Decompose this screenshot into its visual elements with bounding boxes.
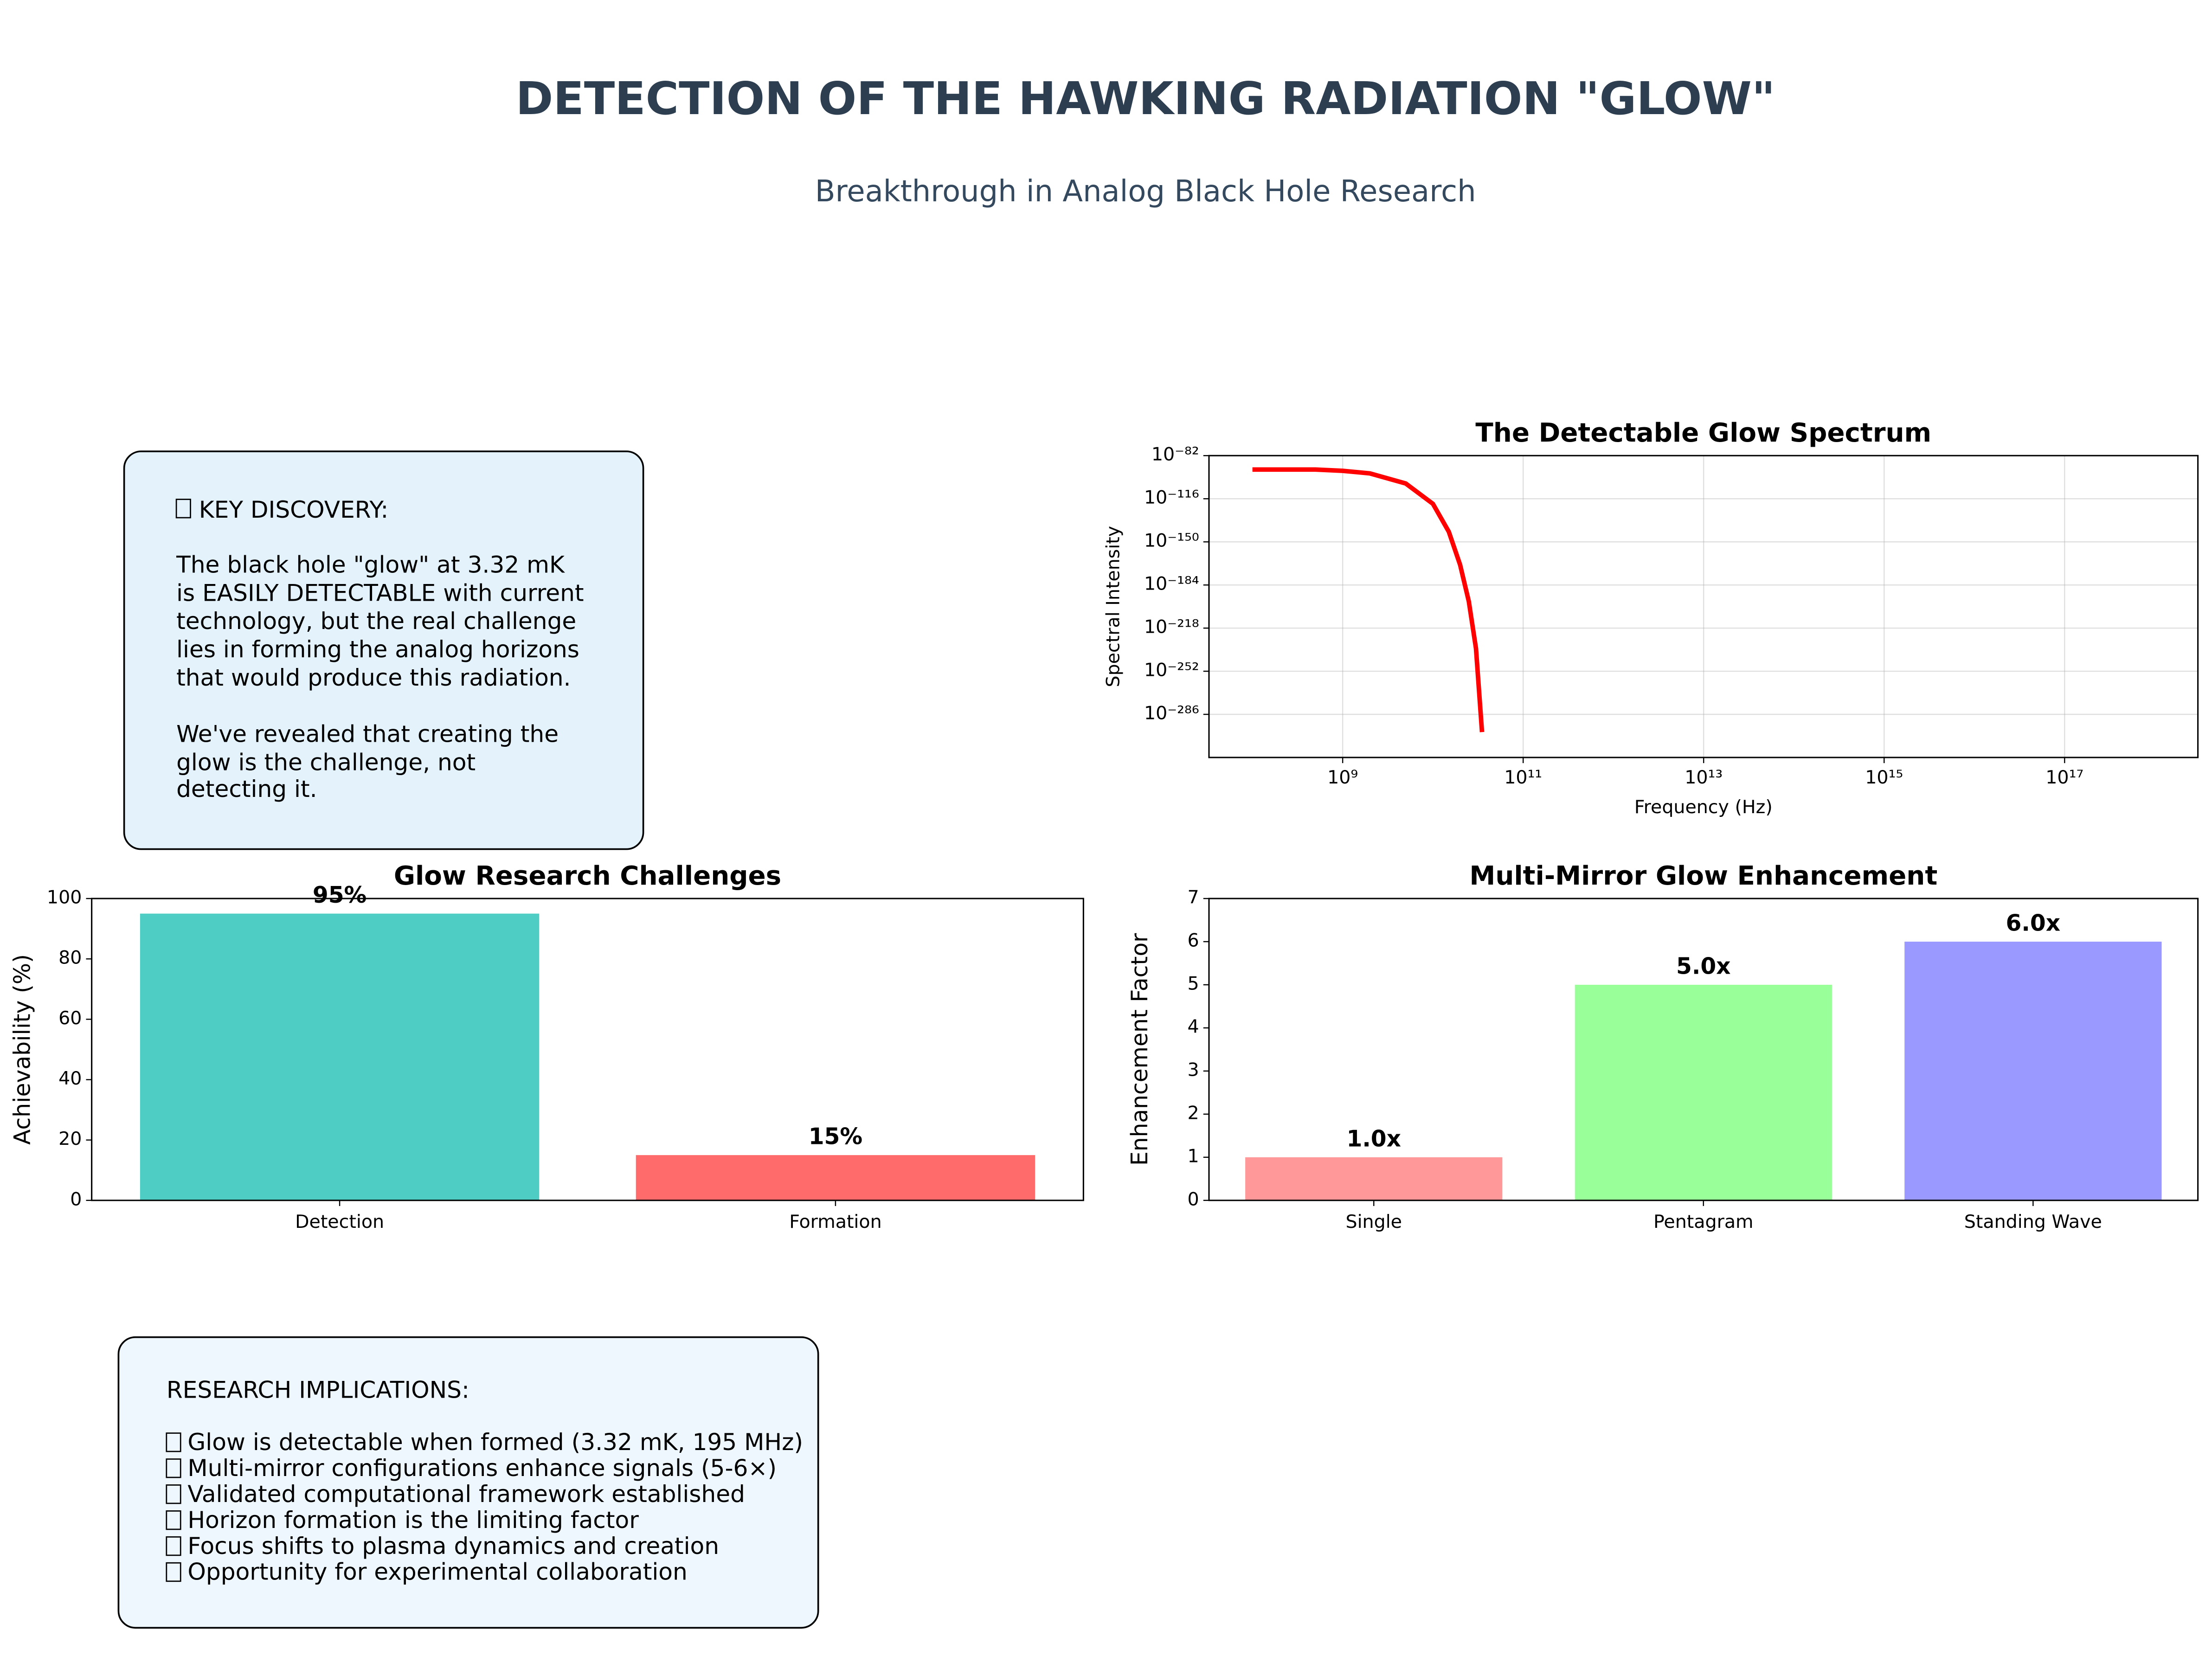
x-tick-label: 10¹⁷ (2045, 767, 2083, 788)
y-tick-label: 100 (47, 887, 82, 908)
bullet-icon (166, 1536, 181, 1556)
bullet-text: Horizon formation is the limiting factor (187, 1506, 639, 1534)
y-tick-label: 80 (58, 947, 82, 969)
y-tick-label: 2 (1188, 1102, 1199, 1123)
y-tick-label: 60 (58, 1008, 82, 1029)
y-tick-label: 10⁻²¹⁸ (1144, 616, 1199, 638)
page-title: DETECTION OF THE HAWKING RADIATION "GLOW… (516, 72, 1775, 125)
bar (140, 913, 540, 1200)
y-tick-label: 6 (1188, 930, 1199, 951)
bar (1904, 942, 2162, 1200)
box-line: We've revealed that creating the (176, 720, 559, 748)
y-tick-label: 0 (70, 1188, 82, 1210)
bullet-icon (166, 1458, 181, 1478)
bar (1245, 1157, 1503, 1200)
chart: Multi-Mirror Glow Enhancement 0 1 2 3 4 5 6 7 1.0… (1127, 861, 2199, 1232)
box-line: lies in forming the analog horizons (176, 635, 579, 663)
box-line: technology, but the real challenge (176, 607, 576, 635)
plot-frame (1208, 898, 2199, 1201)
box-frame (117, 1336, 819, 1629)
y-tick-label: 3 (1188, 1059, 1199, 1080)
x-tick-label: Detection (295, 1211, 384, 1232)
bullet-text: Glow is detectable when formed (3.32 mK,… (187, 1428, 803, 1456)
box-line: is EASILY DETECTABLE with current (176, 579, 584, 606)
chart: The Detectable Glow Spectrum 10⁻⁸² 10⁻¹¹⁶ 1… (1103, 418, 2199, 818)
bar (1575, 984, 1832, 1200)
box-line: The black hole "glow" at 3.32 mK (176, 551, 565, 578)
y-tick-label: 0 (1188, 1188, 1199, 1210)
y-tick-label: 4 (1188, 1016, 1199, 1037)
value-label: 5.0x (1676, 953, 1731, 979)
bullet-icon (166, 1510, 181, 1530)
plot-frame (1208, 455, 2199, 758)
icon (175, 499, 191, 519)
chart-title: Multi-Mirror Glow Enhancement (1469, 861, 1937, 891)
y-tick-label: 40 (58, 1068, 82, 1089)
value-label: 1.0x (1346, 1126, 1401, 1152)
key-box: KEY DISCOVERY: The black hole "glow" at … (123, 450, 644, 850)
x-tick-label: Single (1346, 1211, 1402, 1232)
y-tick-label: 10⁻²⁸⁶ (1144, 702, 1199, 724)
y-tick-label: 10⁻⁸² (1151, 444, 1199, 465)
box-line: that would produce this radiation. (176, 664, 571, 691)
box-line: KEY DISCOVERY: (199, 496, 389, 523)
box-frame (123, 450, 644, 850)
bullet-text: Opportunity for experimental collaborati… (187, 1558, 687, 1585)
bullet-text: Multi-mirror configurations enhance sign… (187, 1454, 777, 1482)
y-tick-label: 5 (1188, 973, 1199, 994)
page-subtitle: Breakthrough in Analog Black Hole Resear… (815, 174, 1476, 209)
x-tick-label: 10⁹ (1327, 767, 1358, 788)
x-axis-label: Frequency (Hz) (1634, 796, 1773, 818)
bullet-icon (166, 1484, 181, 1504)
x-tick-label: 10¹³ (1685, 767, 1723, 788)
box-line: detecting it. (176, 775, 317, 802)
bullet-icon (166, 1432, 181, 1452)
y-tick-label: 10⁻¹⁵⁰ (1144, 530, 1199, 552)
implications-box: RESEARCH IMPLICATIONS: Glow is detectabl… (117, 1336, 819, 1629)
x-tick-label: Standing Wave (1964, 1211, 2102, 1232)
y-tick-label: 7 (1188, 887, 1199, 908)
x-tick-label: Pentagram (1653, 1211, 1754, 1232)
y-tick-label: 1 (1188, 1145, 1199, 1167)
chart: Glow Research Challenges 0 20 40 60 80 100 95% D… (10, 861, 1084, 1232)
y-tick-label: 10⁻¹⁸⁴ (1144, 573, 1199, 595)
y-tick-label: 20 (58, 1128, 82, 1149)
x-tick-label: Formation (789, 1211, 881, 1232)
bullet-text: Focus shifts to plasma dynamics and crea… (187, 1532, 719, 1560)
y-axis-label: Achievability (%) (10, 954, 36, 1145)
bullet-text: Validated computational framework establ… (187, 1480, 745, 1508)
y-tick-label: 10⁻¹¹⁶ (1144, 487, 1199, 508)
y-axis-label: Spectral Intensity (1103, 526, 1124, 687)
box-line: glow is the challenge, not (176, 748, 476, 776)
spectrum-line (1252, 467, 1485, 732)
x-tick-label: 10¹⁵ (1865, 767, 1903, 788)
value-label: 95% (313, 882, 367, 908)
chart-title: The Detectable Glow Spectrum (1475, 418, 1931, 448)
bullet-icon (166, 1562, 181, 1582)
bar (636, 1155, 1035, 1200)
y-tick-label: 10⁻²⁵² (1144, 660, 1199, 681)
box-heading: RESEARCH IMPLICATIONS: (167, 1376, 469, 1403)
plot-frame (91, 898, 1084, 1201)
value-label: 6.0x (2006, 911, 2061, 937)
x-tick-label: 10¹¹ (1504, 767, 1542, 788)
y-axis-label: Enhancement Factor (1127, 933, 1153, 1166)
chart-title: Glow Research Challenges (394, 861, 781, 891)
value-label: 15% (809, 1124, 862, 1150)
